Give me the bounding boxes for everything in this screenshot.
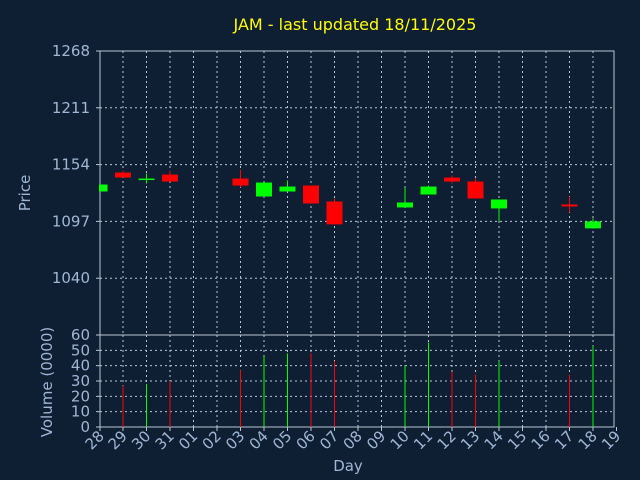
- price-tick-label: 1040: [52, 269, 90, 287]
- price-axis-ticks: 1268 1211 1154 1097 1040: [52, 42, 100, 287]
- candle-body: [303, 185, 319, 204]
- price-panel: 1268 1211 1154 1097 1040 Price: [16, 42, 615, 336]
- price-tick-label: 1097: [52, 212, 90, 230]
- volume-tick-label: 60: [71, 326, 90, 344]
- candle-body: [585, 221, 601, 229]
- candle-body: [115, 172, 131, 178]
- x-axis-label: Day: [333, 457, 363, 475]
- volume-tick-label: 20: [71, 387, 90, 405]
- price-axis-label: Price: [16, 175, 34, 212]
- price-tick-label: 1268: [52, 42, 90, 60]
- volume-tick-label: 10: [71, 403, 90, 421]
- candle-body: [279, 186, 296, 192]
- chart-title: JAM - last updated 18/11/2025: [233, 15, 477, 34]
- candle-body: [467, 181, 484, 199]
- volume-bars: [122, 342, 594, 427]
- candle-body: [100, 184, 108, 192]
- candle-body: [256, 182, 272, 197]
- volume-tick-label: 0: [80, 418, 90, 436]
- price-tick-label: 1154: [52, 156, 90, 174]
- price-tick-label: 1211: [52, 99, 90, 117]
- candle-body: [326, 201, 343, 225]
- candle-body: [420, 186, 437, 195]
- volume-axis-label: Volume (0000): [38, 327, 56, 437]
- candle-body: [232, 178, 249, 186]
- volume-tick-label: 40: [71, 357, 90, 375]
- candle-body: [397, 202, 413, 208]
- candles: [99, 169, 601, 229]
- candle-body: [561, 204, 578, 207]
- volume-tick-label: 50: [71, 341, 90, 359]
- volume-tick-label: 30: [71, 372, 90, 390]
- candle-body: [444, 177, 460, 182]
- candle-body: [138, 178, 155, 181]
- x-axis-ticks: 2829303101020304050607080910111213141516…: [82, 427, 624, 453]
- candle-body: [491, 199, 507, 209]
- candle-body: [162, 174, 178, 182]
